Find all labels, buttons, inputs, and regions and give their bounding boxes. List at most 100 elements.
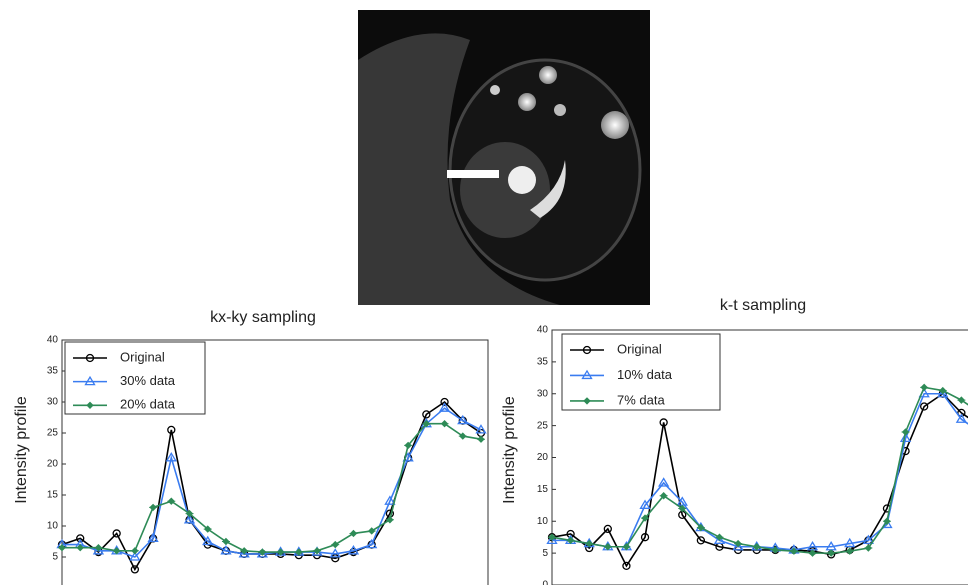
marker: [845, 547, 854, 555]
y-tick-label: 15: [537, 484, 549, 495]
marker: [404, 441, 413, 450]
series-line: [551, 386, 968, 554]
y-tick-label: 40: [537, 325, 549, 336]
y-tick-label: 30: [537, 388, 549, 399]
marker: [603, 543, 612, 551]
marker: [585, 539, 594, 548]
marker: [901, 428, 910, 436]
marker: [331, 540, 340, 549]
marker: [130, 565, 140, 574]
y-tick-label: 30: [47, 397, 59, 408]
series-line: [62, 407, 482, 558]
marker: [422, 419, 431, 428]
marker: [622, 543, 631, 551]
y-tick-label: 20: [537, 452, 549, 463]
marker: [58, 543, 66, 552]
marker: [713, 534, 726, 545]
legend-marker: [86, 401, 94, 409]
marker: [202, 535, 214, 546]
marker: [440, 397, 449, 407]
marker: [349, 529, 358, 538]
legend-label: 30% data: [120, 373, 176, 388]
legend-label: 20% data: [120, 397, 176, 412]
marker: [566, 536, 575, 545]
y-tick-label: 20: [47, 459, 59, 470]
legend-marker: [85, 353, 95, 363]
marker: [112, 529, 121, 538]
marker: [167, 497, 176, 505]
legend: [64, 341, 206, 415]
marker: [276, 548, 285, 556]
marker: [659, 492, 668, 500]
marker: [183, 514, 196, 524]
marker: [955, 413, 968, 423]
marker: [920, 383, 929, 392]
marker: [899, 432, 912, 443]
marker: [347, 545, 360, 555]
marker: [477, 435, 485, 443]
marker: [422, 410, 431, 419]
marker: [827, 549, 836, 557]
series-line: [62, 422, 482, 553]
mri-image: [358, 10, 650, 305]
marker: [678, 504, 687, 513]
legend-marker: [84, 375, 96, 386]
marker: [938, 386, 947, 395]
y-tick-label: 25: [537, 420, 549, 431]
marker: [366, 538, 378, 549]
marker: [732, 540, 744, 551]
y-tick-label: 35: [47, 366, 59, 377]
legend-marker: [583, 397, 591, 405]
marker: [221, 537, 230, 546]
marker: [258, 548, 267, 556]
marker: [76, 534, 85, 543]
marker: [752, 543, 761, 551]
marker: [639, 499, 651, 509]
legend-label: Original: [617, 341, 662, 356]
y-tick-label: 10: [537, 516, 549, 527]
marker: [696, 523, 705, 532]
chart-title: k-t sampling: [720, 297, 806, 314]
marker: [957, 408, 966, 418]
marker: [641, 514, 650, 522]
marker: [864, 544, 873, 552]
marker: [238, 548, 250, 558]
marker: [329, 548, 341, 558]
chart: kx-ky sampling Intensity profile 5 10 15 20 25…: [13, 309, 489, 585]
marker: [220, 545, 232, 555]
y-tick-label: 0: [542, 580, 548, 585]
marker: [808, 549, 817, 557]
marker: [76, 543, 85, 552]
marker: [438, 402, 451, 412]
marker: [112, 547, 121, 555]
y-tick-label: 15: [47, 490, 59, 501]
marker: [385, 516, 394, 524]
marker: [862, 534, 874, 545]
marker: [715, 533, 724, 541]
marker: [734, 539, 743, 548]
y-tick-label: 40: [47, 335, 59, 346]
y-tick-label: 10: [47, 521, 59, 532]
marker: [313, 547, 322, 555]
marker: [147, 532, 159, 543]
y-tick-label: 5: [542, 548, 548, 559]
marker: [789, 547, 798, 555]
marker: [771, 546, 780, 554]
marker: [844, 537, 856, 548]
y-tick-label: 35: [537, 357, 549, 368]
legend-label: 7% data: [617, 392, 665, 407]
marker: [475, 424, 487, 434]
marker: [185, 509, 194, 518]
marker: [384, 495, 396, 505]
legend-marker: [581, 369, 593, 380]
y-tick-label: 5: [52, 552, 58, 563]
y-axis-label: Intensity profile: [13, 396, 30, 504]
marker: [658, 477, 670, 487]
series-line: [552, 392, 968, 551]
marker: [240, 547, 249, 555]
chart: k-t sampling Intensity profile 0 5 10 15 20 25 3…: [501, 297, 968, 585]
y-tick-label: 25: [47, 428, 59, 439]
marker: [94, 543, 103, 552]
y-axis-label: Intensity profile: [501, 396, 518, 504]
